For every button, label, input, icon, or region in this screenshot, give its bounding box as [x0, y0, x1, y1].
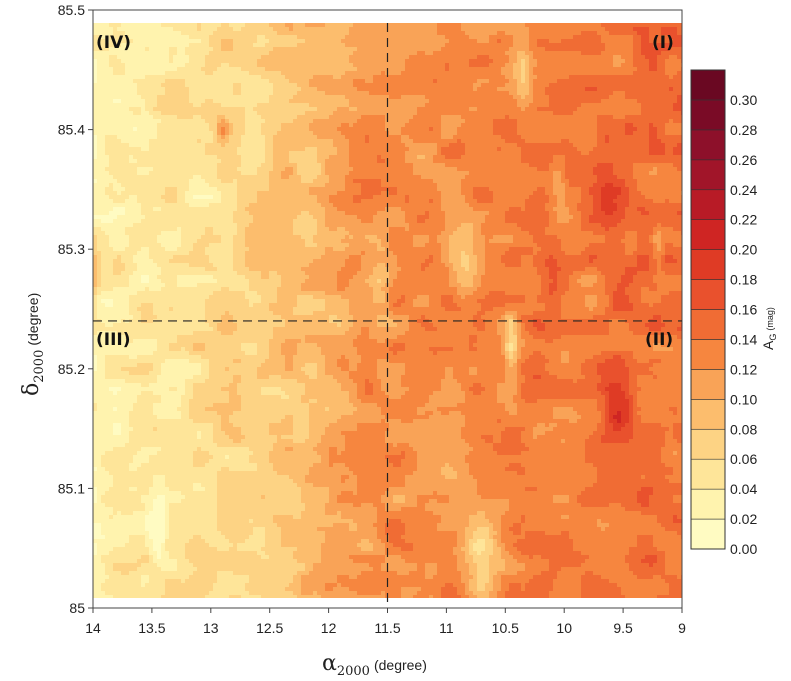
- colorbar-tick-label: 0.08: [730, 421, 757, 437]
- y-axis-unit: (degree): [25, 293, 41, 346]
- x-tick-label: 10: [556, 620, 572, 636]
- colorbar-swatch: [691, 429, 725, 459]
- x-axis-symbol: α: [322, 651, 337, 676]
- quadrant-label-ii: (II): [645, 330, 673, 350]
- x-axis-ticks: 14 13.5 13 12.5 12 11.5 11 10.5 10 9.5 9: [85, 608, 686, 636]
- y-tick-label: 85.4: [58, 122, 85, 138]
- colorbar-tick-label: 0.24: [730, 182, 757, 198]
- colorbar-tick-label: 0.28: [730, 122, 757, 138]
- x-tick-label: 13: [203, 620, 219, 636]
- colorbar-tick-label: 0.30: [730, 92, 757, 108]
- x-tick-label: 13.5: [138, 620, 165, 636]
- colorbar-title: AG(mag): [760, 307, 778, 350]
- x-tick-label: 11: [439, 620, 454, 636]
- colorbar-tick-label: 0.20: [730, 242, 757, 258]
- quadrant-label-iii: (III): [96, 330, 131, 350]
- colorbar-tick-label: 0.00: [730, 541, 757, 557]
- colorbar-tick-label: 0.14: [730, 331, 757, 347]
- y-axis-ticks: 85 85.1 85.2 85.3 85.4 85.5: [58, 2, 93, 616]
- quadrant-label-iv: (IV): [96, 33, 131, 53]
- colorbar-swatch: [691, 220, 725, 250]
- contour-plot-area: [93, 10, 686, 612]
- colorbar-swatch: [691, 190, 725, 220]
- colorbar-tick-label: 0.02: [730, 511, 757, 527]
- colorbar-tick-label: 0.10: [730, 391, 757, 407]
- y-axis-label: δ2000 (degree): [19, 293, 47, 396]
- colorbar-swatch: [691, 459, 725, 489]
- quadrant-label-i: (I): [652, 33, 674, 53]
- colorbar-swatch: [691, 399, 725, 429]
- colorbar-tick-label: 0.18: [730, 272, 757, 288]
- x-axis-subscript: 2000: [337, 664, 370, 679]
- colorbar-swatch: [691, 339, 725, 369]
- x-tick-label: 10.5: [492, 620, 519, 636]
- colorbar-swatch: [691, 280, 725, 310]
- x-tick-label: 12.5: [256, 620, 283, 636]
- colorbar-tick-label: 0.16: [730, 302, 757, 318]
- x-tick-label: 9: [678, 620, 686, 636]
- colorbar-swatch: [691, 489, 725, 519]
- x-tick-label: 12: [321, 620, 337, 636]
- y-tick-label: 85.1: [58, 480, 85, 496]
- colorbar-swatch: [691, 100, 725, 130]
- colorbar-tick-label: 0.06: [730, 451, 757, 467]
- y-axis-symbol: δ: [19, 383, 44, 396]
- x-axis-label: α2000 (degree): [322, 651, 427, 679]
- x-tick-label: 11.5: [374, 620, 400, 636]
- y-tick-label: 85: [69, 600, 85, 616]
- colorbar-swatch: [691, 130, 725, 160]
- colorbar-swatch: [691, 160, 725, 190]
- colorbar-title-subscript: G: [768, 334, 778, 341]
- colorbar-tick-label: 0.26: [730, 152, 757, 168]
- colorbar-swatch: [691, 250, 725, 280]
- colorbar-swatch: [691, 369, 725, 399]
- y-tick-label: 85.5: [58, 2, 85, 18]
- colorbar-title-unit: (mag): [765, 307, 775, 331]
- colorbar-swatch: [691, 70, 725, 100]
- y-tick-label: 85.3: [58, 241, 85, 257]
- y-axis-subscript: 2000: [32, 350, 47, 383]
- colorbar-tick-label: 0.22: [730, 212, 757, 228]
- colorbar-swatch: [691, 519, 725, 549]
- x-tick-label: 9.5: [613, 620, 633, 636]
- colorbar-tick-label: 0.04: [730, 481, 757, 497]
- colorbar-swatch: [691, 310, 725, 340]
- x-axis-unit: (degree): [374, 657, 427, 673]
- colorbar: 0.00 0.02 0.04 0.06 0.08 0.10 0.12 0.14 0.16 0.18…: [691, 70, 757, 557]
- colorbar-tick-label: 0.12: [730, 361, 757, 377]
- x-tick-label: 14: [85, 620, 101, 636]
- y-tick-label: 85.2: [58, 361, 85, 377]
